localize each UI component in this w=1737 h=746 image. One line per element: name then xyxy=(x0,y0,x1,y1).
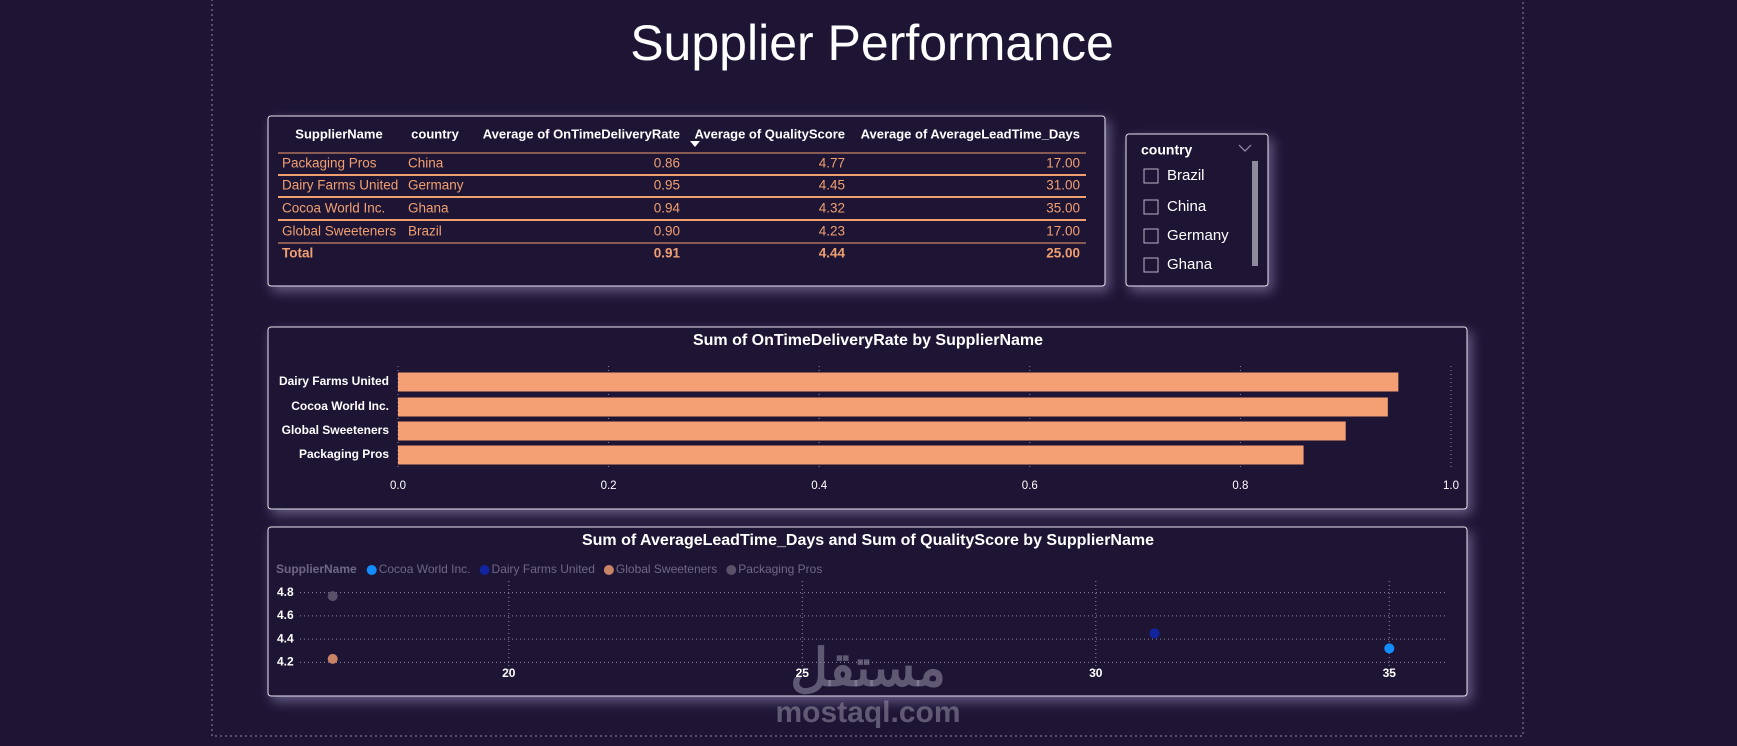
slicer-panel[interactable] xyxy=(1125,133,1269,287)
scatter-point[interactable] xyxy=(1149,628,1160,639)
scatter-point[interactable] xyxy=(327,591,338,602)
table-panel xyxy=(267,115,1106,287)
y-tick-label: 4.6 xyxy=(277,608,294,622)
y-tick-label: Dairy Farms United xyxy=(279,374,389,388)
y-tick-label: Packaging Pros xyxy=(299,447,389,461)
slicer-checkbox[interactable] xyxy=(1143,257,1159,273)
legend-marker[interactable] xyxy=(726,565,737,575)
legend-label[interactable]: Cocoa World Inc. xyxy=(379,562,471,576)
legend-label[interactable]: Dairy Farms United xyxy=(492,562,595,576)
x-tick-label: 20 xyxy=(502,666,516,680)
x-tick-label: 0.6 xyxy=(1022,480,1038,492)
legend-label[interactable]: Packaging Pros xyxy=(738,562,822,576)
legend-marker[interactable] xyxy=(479,565,490,575)
page-frame xyxy=(211,0,1524,737)
x-tick-label: 0.0 xyxy=(390,480,406,492)
y-tick-label: Global Sweeteners xyxy=(282,423,390,437)
table-cell: 4.23 xyxy=(819,224,845,239)
legend-marker[interactable] xyxy=(603,565,614,575)
table-cell: 0.86 xyxy=(654,156,680,171)
slicer-checkbox[interactable] xyxy=(1143,199,1159,215)
scatter-point[interactable] xyxy=(1384,643,1395,654)
watermark-arabic: مستقل xyxy=(790,640,946,698)
table-cell: Germany xyxy=(408,178,464,193)
bar[interactable] xyxy=(398,445,1304,465)
column-header[interactable]: Average of QualityScore xyxy=(694,126,845,141)
table-cell: Dairy Farms United xyxy=(282,178,398,193)
slicer-scrollbar[interactable] xyxy=(1252,161,1258,266)
column-header[interactable]: Average of AverageLeadTime_Days xyxy=(861,126,1080,141)
bar[interactable] xyxy=(398,421,1346,441)
x-tick-label: 1.0 xyxy=(1443,480,1459,492)
watermark-latin: mostaql.com xyxy=(775,696,960,729)
table-cell: 4.77 xyxy=(819,156,845,171)
table-cell: Cocoa World Inc. xyxy=(282,201,385,216)
x-tick-label: 35 xyxy=(1383,666,1397,680)
table-cell: 31.00 xyxy=(1046,178,1080,193)
legend-title: SupplierName xyxy=(276,562,357,576)
total-cell: 25.00 xyxy=(1046,246,1080,261)
page-title: Supplier Performance xyxy=(630,15,1114,71)
column-header[interactable]: Average of OnTimeDeliveryRate xyxy=(483,126,680,141)
legend-label[interactable]: Global Sweeteners xyxy=(616,562,717,576)
total-cell: 0.91 xyxy=(654,246,681,261)
table-cell: Global Sweeteners xyxy=(282,224,396,239)
table-cell: Ghana xyxy=(408,201,449,216)
scatter-panel xyxy=(267,526,1468,697)
slicer-item[interactable]: Brazil xyxy=(1167,167,1205,184)
table-cell: 0.94 xyxy=(654,201,681,216)
table-cell: 17.00 xyxy=(1046,224,1080,239)
y-tick-label: 4.2 xyxy=(277,655,294,669)
slicer-checkbox[interactable] xyxy=(1143,228,1159,244)
slicer-item[interactable]: China xyxy=(1167,198,1207,215)
x-tick-label: 0.8 xyxy=(1232,480,1248,492)
slicer-checkbox[interactable] xyxy=(1143,168,1159,184)
legend-marker[interactable] xyxy=(366,565,377,575)
x-tick-label: 30 xyxy=(1089,666,1103,680)
x-tick-label: 0.4 xyxy=(811,480,828,492)
table-cell: 4.32 xyxy=(819,201,845,216)
column-header[interactable]: country xyxy=(411,126,459,141)
column-header[interactable]: SupplierName xyxy=(295,126,382,141)
table-cell: 4.45 xyxy=(819,178,845,193)
bar-panel xyxy=(267,326,1468,510)
chart-title: Sum of AverageLeadTime_Days and Sum of Q… xyxy=(582,532,1154,549)
table-cell: Packaging Pros xyxy=(282,156,377,171)
table-cell: Brazil xyxy=(408,224,442,239)
table-cell: 17.00 xyxy=(1046,156,1080,171)
slicer-item[interactable]: Germany xyxy=(1167,227,1229,244)
x-tick-label: 0.2 xyxy=(601,480,617,492)
sort-arrow[interactable] xyxy=(690,141,700,147)
y-tick-label: 4.4 xyxy=(277,631,294,645)
bar[interactable] xyxy=(398,372,1399,392)
y-tick-label: Cocoa World Inc. xyxy=(291,399,389,413)
total-cell: 4.44 xyxy=(819,246,846,261)
total-label: Total xyxy=(282,246,313,261)
table-cell: China xyxy=(408,156,444,171)
y-tick-label: 4.8 xyxy=(277,585,294,599)
chart-title: Sum of OnTimeDeliveryRate by SupplierNam… xyxy=(693,332,1043,349)
scatter-point[interactable] xyxy=(327,653,338,664)
bar[interactable] xyxy=(398,397,1388,417)
slicer-chevron[interactable] xyxy=(1238,144,1252,152)
table-cell: 35.00 xyxy=(1046,201,1080,216)
slicer-item[interactable]: Ghana xyxy=(1167,256,1213,273)
slicer-title: country xyxy=(1141,142,1193,158)
table-cell: 0.90 xyxy=(654,224,680,239)
table-cell: 0.95 xyxy=(654,178,680,193)
x-tick-label: 25 xyxy=(796,666,810,680)
